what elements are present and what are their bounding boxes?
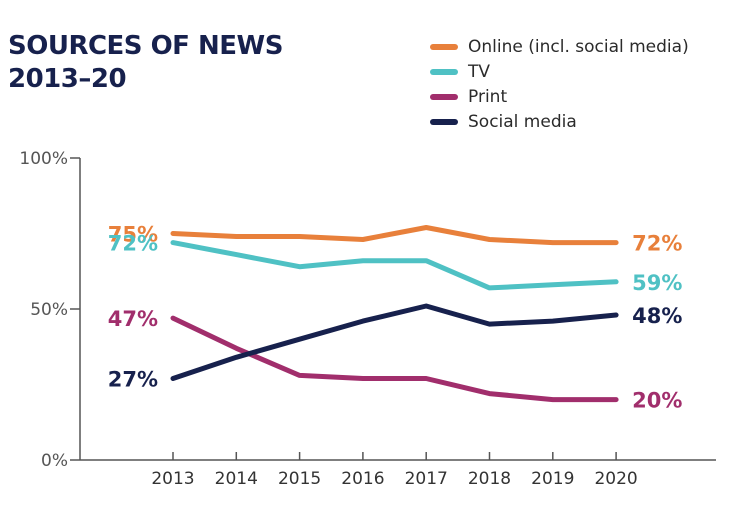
legend-item-online: Online (incl. social media): [430, 34, 689, 59]
legend-label-print: Print: [468, 86, 508, 107]
end-label-print: 20%: [632, 389, 682, 413]
end-label-tv: 59%: [632, 271, 682, 295]
y-tick-label-0: 0%: [41, 451, 68, 471]
legend-swatch-social-media: [430, 118, 458, 125]
series-line-online-incl-social-media: [170, 225, 619, 246]
start-label-print: 47%: [108, 307, 158, 331]
legend-swatch-print: [430, 93, 458, 100]
x-tick-label-2018: 2018: [468, 469, 511, 489]
legend-item-print: Print: [430, 84, 689, 109]
x-tick-label-2013: 2013: [151, 469, 194, 489]
end-label-social-media: 48%: [632, 304, 682, 328]
x-tick-label-2019: 2019: [531, 469, 574, 489]
legend-label-social-media: Social media: [468, 111, 577, 132]
x-tick-label-2017: 2017: [405, 469, 448, 489]
start-label-social-media: 27%: [108, 367, 158, 391]
series-line-social-media: [170, 303, 619, 381]
chart-title-line-2: 2013–20: [8, 64, 127, 94]
start-label-online-incl-social-media: 75%: [108, 223, 158, 247]
x-tick-label-2016: 2016: [341, 469, 384, 489]
start-label-tv: 72%: [108, 232, 158, 256]
legend: Online (incl. social media) TV Print Soc…: [430, 34, 689, 134]
legend-item-social-media: Social media: [430, 109, 689, 134]
y-tick-label-50: 50%: [30, 300, 68, 320]
legend-swatch-online: [430, 43, 458, 50]
legend-label-online: Online (incl. social media): [468, 36, 689, 57]
end-label-online-incl-social-media: 72%: [632, 232, 682, 256]
chart-title-line-1: SOURCES OF NEWS: [8, 31, 283, 61]
legend-item-tv: TV: [430, 59, 689, 84]
legend-swatch-tv: [430, 68, 458, 75]
series-line-tv: [170, 240, 619, 291]
x-tick-label-2014: 2014: [215, 469, 258, 489]
legend-label-tv: TV: [468, 61, 491, 82]
x-tick-label-2015: 2015: [278, 469, 321, 489]
y-tick-label-100: 100%: [19, 149, 68, 169]
chart-title: SOURCES OF NEWS 2013–20: [8, 30, 283, 96]
x-tick-label-2020: 2020: [594, 469, 637, 489]
